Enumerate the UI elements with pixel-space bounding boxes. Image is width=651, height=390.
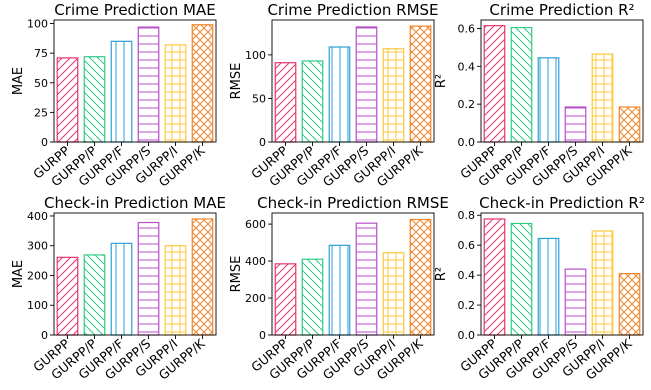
bar-gurpp-s — [564, 106, 587, 143]
y-axis-label: RMSE — [229, 256, 244, 293]
bar-gurpp-k — [409, 218, 432, 336]
y-tick-label: 50 — [34, 77, 48, 90]
bar-gurpp — [274, 263, 297, 336]
y-tick-label: 0.6 — [458, 239, 476, 252]
y-tick-label: 75 — [34, 47, 48, 60]
bar-gurpp-p — [510, 26, 533, 143]
bar-gurpp — [483, 25, 506, 143]
bar-gurpp-f — [328, 46, 351, 143]
y-tick-label: 0 — [259, 329, 266, 342]
y-tick-label: 0.8 — [458, 209, 476, 222]
y-tick-label: 0.0 — [458, 329, 476, 342]
axes-frame — [271, 19, 435, 143]
bar-gurpp-i — [164, 245, 187, 336]
bar-gurpp-s — [564, 268, 587, 336]
bar-gurpp — [56, 57, 79, 143]
bar-gurpp-s — [137, 221, 160, 336]
y-tick-label: 600 — [245, 218, 266, 231]
axes-frame — [480, 19, 644, 143]
y-tick-label: 0.6 — [458, 23, 476, 36]
bar-gurpp-p — [510, 222, 533, 336]
y-tick-label: 0.4 — [458, 269, 476, 282]
bar-gurpp-i — [591, 230, 614, 336]
y-tick-label: 100 — [27, 299, 48, 312]
y-axis-label: MAE — [11, 67, 26, 95]
subplot-title: Crime Prediction MAE — [54, 1, 215, 19]
bar-gurpp-i — [164, 44, 187, 143]
bar-gurpp-s — [355, 26, 378, 143]
axes-frame — [271, 212, 435, 336]
subplot-4: 0100200300400GURPPGURPP/PGURPP/FGURPP/SG… — [11, 194, 226, 383]
bar-gurpp-i — [382, 252, 405, 336]
bar-gurpp-f — [537, 57, 560, 143]
bar-gurpp-s — [137, 26, 160, 143]
bar-gurpp-k — [618, 106, 641, 143]
subplot-title: Check-in Prediction R² — [479, 194, 645, 212]
bar-gurpp-f — [328, 244, 351, 336]
bar-gurpp-k — [191, 218, 214, 336]
subplot-3: 0.00.20.40.6GURPPGURPP/PGURPP/FGURPP/SGU… — [434, 1, 644, 190]
y-tick-label: 0.4 — [458, 60, 476, 73]
bar-gurpp-p — [83, 254, 106, 336]
subplot-5: 0200400600GURPPGURPP/PGURPP/FGURPP/SGURP… — [229, 194, 449, 383]
y-tick-label: 400 — [245, 255, 266, 268]
y-tick-label: 400 — [27, 210, 48, 223]
bar-gurpp-k — [191, 24, 214, 143]
axes-frame — [480, 212, 644, 336]
bar-gurpp-f — [110, 40, 133, 143]
y-tick-label: 100 — [27, 18, 48, 31]
y-tick-label: 0 — [259, 136, 266, 149]
bar-gurpp-s — [355, 222, 378, 336]
y-axis-label: MAE — [11, 260, 26, 288]
subplot-title: Check-in Prediction MAE — [44, 194, 226, 212]
subplot-2: 050100GURPPGURPP/PGURPP/FGURPP/SGURPP/IG… — [229, 1, 439, 190]
subplot-title: Crime Prediction R² — [489, 1, 634, 19]
y-tick-label: 0.2 — [458, 98, 476, 111]
subplot-1: 0255075100GURPPGURPP/PGURPP/FGURPP/SGURP… — [11, 1, 217, 190]
y-tick-label: 100 — [245, 49, 266, 62]
subplot-title: Crime Prediction RMSE — [267, 1, 438, 19]
bar-gurpp-k — [618, 273, 641, 336]
y-tick-label: 0.2 — [458, 299, 476, 312]
bar-gurpp-i — [591, 53, 614, 143]
y-tick-label: 0 — [41, 329, 48, 342]
axes-frame — [53, 212, 217, 336]
bar-gurpp-f — [110, 242, 133, 336]
bar-gurpp — [56, 256, 79, 336]
subplot-6: 0.00.20.40.60.8GURPPGURPP/PGURPP/FGURPP/… — [434, 194, 645, 383]
y-tick-label: 300 — [27, 240, 48, 253]
y-tick-label: 200 — [245, 292, 266, 305]
bar-gurpp-p — [83, 56, 106, 143]
y-tick-label: 50 — [252, 92, 266, 105]
bar-gurpp-f — [537, 237, 560, 336]
bar-gurpp-p — [301, 258, 324, 336]
bar-gurpp-p — [301, 60, 324, 143]
bar-gurpp-k — [409, 25, 432, 143]
bar-gurpp — [274, 62, 297, 143]
y-axis-label: RMSE — [229, 63, 244, 100]
y-tick-label: 0 — [41, 136, 48, 149]
y-axis-label: R² — [434, 267, 449, 281]
y-tick-label: 25 — [34, 106, 48, 119]
subplot-title: Check-in Prediction RMSE — [257, 194, 449, 212]
axes-frame — [53, 19, 217, 143]
bar-gurpp-i — [382, 48, 405, 143]
bar-gurpp — [483, 218, 506, 336]
y-tick-label: 0.0 — [458, 136, 476, 149]
y-axis-label: R² — [434, 74, 449, 88]
y-tick-label: 200 — [27, 269, 48, 282]
